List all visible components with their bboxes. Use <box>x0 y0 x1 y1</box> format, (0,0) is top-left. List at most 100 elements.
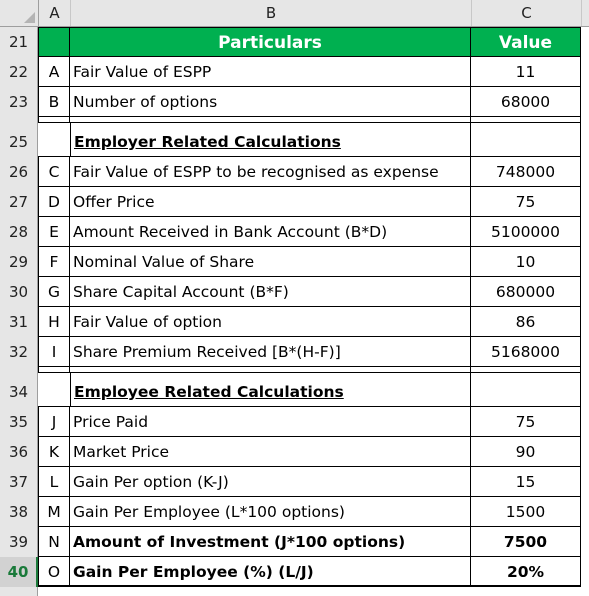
row-number-selected[interactable]: 40 <box>0 557 38 587</box>
row-number[interactable]: 38 <box>0 497 38 527</box>
row-id-cell[interactable]: G <box>38 277 70 307</box>
row-number[interactable] <box>0 587 38 596</box>
row-label-cell[interactable]: Offer Price <box>70 187 471 217</box>
row-value-cell[interactable] <box>471 123 581 157</box>
row-number[interactable]: 27 <box>0 187 38 217</box>
section-title[interactable]: Employer Related Calculations <box>70 123 471 157</box>
row-value-cell[interactable]: 5100000 <box>471 217 581 247</box>
row-value-cell[interactable]: 10 <box>471 247 581 277</box>
particulars-header[interactable]: Particulars <box>70 27 471 57</box>
row-value-cell[interactable]: 680000 <box>471 277 581 307</box>
value-header[interactable]: Value <box>471 27 581 57</box>
row-id-cell[interactable]: I <box>38 337 70 367</box>
row-label-cell[interactable]: Price Paid <box>70 407 471 437</box>
row-label-cell[interactable]: Share Capital Account (B*F) <box>70 277 471 307</box>
table-row: 35 J Price Paid 75 <box>0 407 589 437</box>
row-number[interactable]: 37 <box>0 467 38 497</box>
row-id-cell[interactable]: L <box>38 467 70 497</box>
row-id-cell[interactable]: H <box>38 307 70 337</box>
row-id-cell[interactable] <box>38 123 70 157</box>
row-label-cell[interactable]: Fair Value of option <box>70 307 471 337</box>
row-label-cell[interactable]: Amount Received in Bank Account (B*D) <box>70 217 471 247</box>
row-id-cell[interactable]: K <box>38 437 70 467</box>
select-all-corner[interactable] <box>0 0 39 26</box>
row-number[interactable]: 23 <box>0 87 38 117</box>
row-number[interactable]: 22 <box>0 57 38 87</box>
row-value-cell[interactable]: 748000 <box>471 157 581 187</box>
row-number[interactable]: 29 <box>0 247 38 277</box>
column-header-a[interactable]: A <box>39 0 71 26</box>
row-id-cell[interactable]: M <box>38 497 70 527</box>
column-header-c[interactable]: C <box>472 0 582 26</box>
table-row: 37 L Gain Per option (K-J) 15 <box>0 467 589 497</box>
row-id-cell[interactable]: O <box>38 557 70 587</box>
table-header-cell-a[interactable] <box>38 27 70 57</box>
column-header-b[interactable]: B <box>71 0 472 26</box>
select-all-triangle-icon <box>24 12 35 23</box>
row-value-cell[interactable]: 5168000 <box>471 337 581 367</box>
table-row: 40 O Gain Per Employee (%) (L/J) 20% <box>0 557 589 587</box>
row-id-cell[interactable]: D <box>38 187 70 217</box>
row-number[interactable]: 26 <box>0 157 38 187</box>
row-value-cell <box>471 117 581 123</box>
row-value-cell[interactable]: 68000 <box>471 87 581 117</box>
table-row: 32 I Share Premium Received [B*(H-F)] 51… <box>0 337 589 367</box>
row-number[interactable]: 31 <box>0 307 38 337</box>
row-number[interactable] <box>0 367 38 373</box>
hidden-row-divider <box>0 367 589 373</box>
row-id-cell[interactable]: J <box>38 407 70 437</box>
row-id-cell[interactable]: A <box>38 57 70 87</box>
row-id-cell[interactable]: E <box>38 217 70 247</box>
row-id-cell[interactable] <box>38 373 70 407</box>
table-row: 39 N Amount of Investment (J*100 options… <box>0 527 589 557</box>
row-value-cell[interactable]: 11 <box>471 57 581 87</box>
row-id-cell[interactable]: F <box>38 247 70 277</box>
row-id-cell[interactable]: C <box>38 157 70 187</box>
section-row: 34 Employee Related Calculations <box>0 373 589 407</box>
table-row: 30 G Share Capital Account (B*F) 680000 <box>0 277 589 307</box>
row-value-cell[interactable]: 7500 <box>471 527 581 557</box>
row-label-cell[interactable]: Gain Per Employee (%) (L/J) <box>70 557 471 587</box>
row-value-cell[interactable]: 75 <box>471 407 581 437</box>
table-row: 23 B Number of options 68000 <box>0 87 589 117</box>
table-row: 28 E Amount Received in Bank Account (B*… <box>0 217 589 247</box>
table-row: 27 D Offer Price 75 <box>0 187 589 217</box>
row-number[interactable]: 25 <box>0 123 38 157</box>
row-value-cell[interactable]: 15 <box>471 467 581 497</box>
row-label-cell[interactable]: Gain Per option (K-J) <box>70 467 471 497</box>
row-number[interactable]: 28 <box>0 217 38 247</box>
row-number[interactable]: 36 <box>0 437 38 467</box>
row-number[interactable]: 30 <box>0 277 38 307</box>
table-header-row: 21 Particulars Value <box>0 27 589 57</box>
row-value-cell[interactable]: 1500 <box>471 497 581 527</box>
row-id-cell[interactable]: B <box>38 87 70 117</box>
row-number[interactable] <box>0 117 38 123</box>
row-label-cell[interactable]: Market Price <box>70 437 471 467</box>
row-label-cell[interactable]: Nominal Value of Share <box>70 247 471 277</box>
section-row: 25 Employer Related Calculations <box>0 123 589 157</box>
next-row-partial <box>0 587 589 596</box>
row-number[interactable]: 32 <box>0 337 38 367</box>
section-title[interactable]: Employee Related Calculations <box>70 373 471 407</box>
row-label-cell[interactable]: Amount of Investment (J*100 options) <box>70 527 471 557</box>
row-label-cell[interactable]: Share Premium Received [B*(H-F)] <box>70 337 471 367</box>
row-value-cell <box>471 367 581 373</box>
row-number[interactable]: 34 <box>0 373 38 407</box>
row-value-cell[interactable]: 86 <box>471 307 581 337</box>
row-value-cell[interactable] <box>471 373 581 407</box>
row-label-cell <box>70 117 471 123</box>
table-row: 26 C Fair Value of ESPP to be recognised… <box>0 157 589 187</box>
table-row: 29 F Nominal Value of Share 10 <box>0 247 589 277</box>
row-value-cell[interactable]: 20% <box>471 557 581 587</box>
row-value-cell[interactable]: 90 <box>471 437 581 467</box>
row-id-cell <box>38 117 70 123</box>
row-value-cell[interactable]: 75 <box>471 187 581 217</box>
row-label-cell[interactable]: Fair Value of ESPP <box>70 57 471 87</box>
row-id-cell[interactable]: N <box>38 527 70 557</box>
row-label-cell[interactable]: Gain Per Employee (L*100 options) <box>70 497 471 527</box>
row-label-cell[interactable]: Number of options <box>70 87 471 117</box>
row-number[interactable]: 35 <box>0 407 38 437</box>
row-number[interactable]: 21 <box>0 27 38 57</box>
row-number[interactable]: 39 <box>0 527 38 557</box>
row-label-cell[interactable]: Fair Value of ESPP to be recognised as e… <box>70 157 471 187</box>
